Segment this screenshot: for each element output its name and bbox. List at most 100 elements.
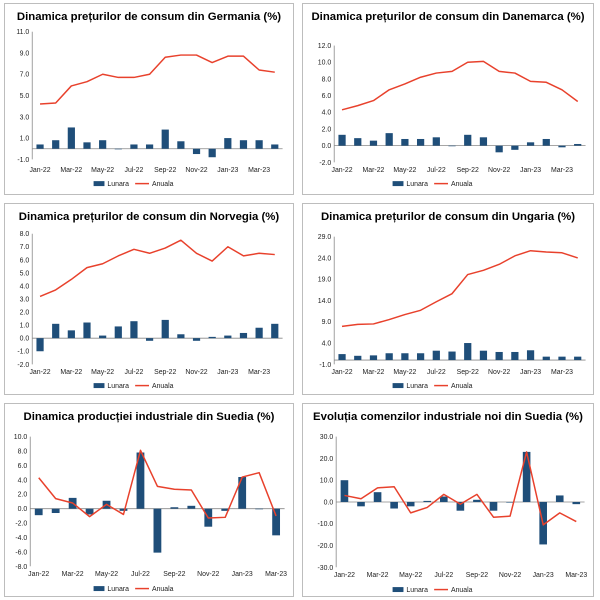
bar-lunara-2 xyxy=(373,492,382,502)
bar-lunara-8 xyxy=(161,129,169,149)
bar-lunara-12 xyxy=(224,335,232,339)
bar-lunara-1 xyxy=(354,138,362,146)
bar-lunara-13 xyxy=(239,140,248,149)
x-tick-label: Jan-22 xyxy=(334,572,355,579)
bar-lunara-2 xyxy=(67,127,75,149)
legend-anuala-label: Anuala xyxy=(152,586,174,593)
legend-lunara-swatch xyxy=(93,586,105,592)
bar-lunara-2 xyxy=(369,355,378,361)
x-tick-label: Nov-22 xyxy=(488,369,510,376)
y-tick-label: 8.0 xyxy=(18,449,28,456)
bar-lunara-3 xyxy=(83,142,91,149)
bar-lunara-14 xyxy=(558,356,566,361)
x-tick-label: Jul-22 xyxy=(131,571,150,578)
bar-lunara-11 xyxy=(511,145,519,150)
y-tick-label: 0.0 xyxy=(20,336,30,343)
x-tick-label: Mar-22 xyxy=(363,167,385,174)
x-tick-label: Nov-22 xyxy=(499,572,521,579)
x-tick-label: Jan-22 xyxy=(331,167,352,174)
bar-lunara-4 xyxy=(99,335,107,339)
chart-germania: Dinamica prețurilor de consum din German… xyxy=(16,11,283,188)
bar-lunara-14 xyxy=(255,327,263,339)
x-tick-label: Jan-23 xyxy=(217,167,238,174)
bar-lunara-10 xyxy=(495,351,503,361)
legend-lunara-swatch xyxy=(392,181,404,187)
y-tick-label: 2.0 xyxy=(322,126,332,133)
x-tick-label: Jan-23 xyxy=(520,369,541,376)
bar-lunara-5 xyxy=(416,138,425,146)
bar-lunara-10 xyxy=(506,501,514,503)
bar-lunara-11 xyxy=(511,351,519,361)
chart-title: Evoluția comenzilor industriale noi din … xyxy=(313,411,583,423)
x-tick-label: Nov-22 xyxy=(488,167,510,174)
y-tick-label: 19.0 xyxy=(318,277,332,284)
y-tick-label: 30.0 xyxy=(320,434,334,441)
y-tick-label: 10.0 xyxy=(318,60,332,67)
bar-lunara-11 xyxy=(208,336,216,339)
bar-lunara-3 xyxy=(390,501,398,509)
bar-lunara-12 xyxy=(526,350,535,361)
y-tick-label: 11.0 xyxy=(16,29,29,36)
y-tick-label: 7.0 xyxy=(20,244,30,251)
y-tick-label: 7.0 xyxy=(20,72,30,79)
x-tick-label: Mar-23 xyxy=(551,167,573,174)
legend-anuala-label: Anuala xyxy=(451,587,473,594)
chart-panel-norvegia: Dinamica prețurilor de consum din Norveg… xyxy=(4,203,294,395)
x-tick-label: Mar-22 xyxy=(367,572,389,579)
bar-lunara-7 xyxy=(448,351,456,361)
legend-anuala-label: Anuala xyxy=(152,383,174,390)
x-tick-label: Mar-23 xyxy=(248,167,270,174)
line-anuala xyxy=(344,451,577,526)
x-tick-label: May-22 xyxy=(95,571,118,578)
y-tick-label: 9.0 xyxy=(322,319,332,326)
x-tick-label: Sep-22 xyxy=(457,167,479,174)
y-tick-label: 5.0 xyxy=(20,270,30,277)
x-tick-label: Sep-22 xyxy=(154,369,176,376)
bar-lunara-15 xyxy=(271,144,279,149)
bar-lunara-0 xyxy=(36,338,44,352)
chart-title: Dinamica prețurilor de consum din Ungari… xyxy=(321,211,575,223)
y-tick-label: -30.0 xyxy=(317,565,333,572)
y-tick-label: -1.0 xyxy=(17,349,29,356)
y-tick-label: 4.0 xyxy=(322,110,332,117)
y-tick-label: 9.0 xyxy=(20,50,30,57)
x-tick-label: Mar-23 xyxy=(248,369,270,376)
x-tick-label: Mar-23 xyxy=(265,571,287,578)
bar-lunara-14 xyxy=(272,508,281,536)
y-tick-label: -1.0 xyxy=(17,157,29,164)
x-tick-label: Jul-22 xyxy=(427,167,446,174)
y-tick-label: 29.0 xyxy=(318,234,332,241)
x-tick-label: Jan-23 xyxy=(533,572,554,579)
bar-lunara-3 xyxy=(385,133,393,146)
legend-lunara-label: Lunara xyxy=(107,586,129,593)
x-tick-label: Jan-22 xyxy=(28,571,49,578)
chart-norvegia: Dinamica prețurilor de consum din Norveg… xyxy=(17,211,283,390)
bar-lunara-0 xyxy=(338,134,346,146)
bar-lunara-2 xyxy=(67,330,75,339)
bar-lunara-12 xyxy=(238,476,247,509)
legend-lunara-swatch xyxy=(93,383,105,389)
bar-lunara-5 xyxy=(416,353,425,361)
bar-lunara-1 xyxy=(357,501,365,507)
bar-lunara-11 xyxy=(522,451,531,502)
legend-anuala-label: Anuala xyxy=(451,383,473,390)
x-tick-label: Nov-22 xyxy=(197,571,219,578)
x-tick-label: Jul-22 xyxy=(125,167,144,174)
bar-lunara-4 xyxy=(401,353,409,361)
bar-lunara-8 xyxy=(161,319,169,339)
y-tick-label: 0.0 xyxy=(18,506,28,513)
chart-title: Dinamica prețurilor de consum din German… xyxy=(17,11,281,23)
bar-lunara-3 xyxy=(83,322,91,339)
bar-lunara-12 xyxy=(526,142,535,146)
x-tick-label: Jan-22 xyxy=(331,369,352,376)
bar-lunara-1 xyxy=(52,323,60,339)
bar-lunara-0 xyxy=(36,144,44,149)
bar-lunara-7 xyxy=(145,338,154,341)
y-tick-label: 3.0 xyxy=(20,296,30,303)
y-tick-label: 14.0 xyxy=(318,298,332,305)
bar-lunara-11 xyxy=(221,508,230,511)
bar-lunara-9 xyxy=(479,350,488,361)
x-tick-label: Nov-22 xyxy=(185,369,207,376)
bar-lunara-15 xyxy=(574,143,582,146)
bar-lunara-3 xyxy=(385,353,393,361)
